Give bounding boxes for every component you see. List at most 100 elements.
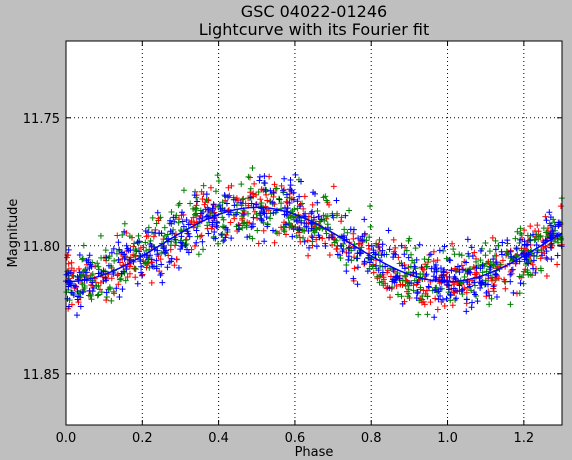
data-point xyxy=(463,289,470,296)
data-point xyxy=(449,240,456,247)
data-point xyxy=(222,193,229,200)
data-point xyxy=(491,252,498,259)
data-point xyxy=(542,213,549,220)
data-point xyxy=(126,263,133,270)
data-point xyxy=(300,234,307,241)
data-point xyxy=(202,206,209,213)
data-point xyxy=(103,297,110,304)
data-point xyxy=(154,209,161,216)
data-point xyxy=(393,282,400,289)
data-point xyxy=(516,273,523,280)
data-point xyxy=(350,275,357,282)
data-point xyxy=(534,249,541,256)
data-point xyxy=(375,267,382,274)
data-point xyxy=(313,236,320,243)
data-point xyxy=(537,255,544,262)
data-point xyxy=(126,233,133,240)
data-point xyxy=(228,235,235,242)
data-point xyxy=(77,303,84,310)
data-point xyxy=(207,184,214,191)
data-point xyxy=(533,242,540,249)
data-point xyxy=(159,279,166,286)
data-point xyxy=(300,205,307,212)
data-point xyxy=(309,234,316,241)
data-point xyxy=(306,244,313,251)
data-point xyxy=(108,275,115,282)
data-point xyxy=(135,232,142,239)
data-point xyxy=(236,222,243,229)
data-point xyxy=(247,185,254,192)
x-tick-label: 0.6 xyxy=(285,431,306,446)
data-point xyxy=(394,291,401,298)
data-point xyxy=(142,239,149,246)
data-point xyxy=(542,243,549,250)
data-point xyxy=(410,269,417,276)
data-point xyxy=(424,263,431,270)
data-point xyxy=(119,249,126,256)
data-point xyxy=(270,210,277,217)
data-point xyxy=(468,304,475,311)
data-point xyxy=(329,242,336,249)
data-point xyxy=(548,240,555,247)
data-point xyxy=(114,232,121,239)
data-point xyxy=(492,276,499,283)
data-point xyxy=(514,246,521,253)
data-point xyxy=(126,257,133,264)
data-point xyxy=(325,201,332,208)
data-point xyxy=(281,175,288,182)
data-point xyxy=(413,256,420,263)
data-point xyxy=(220,238,227,245)
data-point xyxy=(199,238,206,245)
data-point xyxy=(486,248,493,255)
data-point xyxy=(153,257,160,264)
data-point xyxy=(273,185,280,192)
data-point xyxy=(356,241,363,248)
data-point xyxy=(157,214,164,221)
data-point xyxy=(419,292,426,299)
data-point xyxy=(427,299,434,306)
data-point xyxy=(516,258,523,265)
data-point xyxy=(313,243,320,250)
data-point xyxy=(116,276,123,283)
data-point xyxy=(258,186,265,193)
data-point xyxy=(88,281,95,288)
data-point xyxy=(98,289,105,296)
x-tick-label: 0.2 xyxy=(132,431,153,446)
data-point xyxy=(225,184,232,191)
data-point xyxy=(124,274,131,281)
data-point xyxy=(458,252,465,259)
data-point xyxy=(82,266,89,273)
data-point xyxy=(86,252,93,259)
chart-title: GSC 04022-01246 xyxy=(241,2,387,21)
data-point xyxy=(392,276,399,283)
x-tick-label: 0.8 xyxy=(361,431,382,446)
data-point xyxy=(240,211,247,218)
data-point xyxy=(115,281,122,288)
data-point xyxy=(136,248,143,255)
data-point xyxy=(319,235,326,242)
data-point xyxy=(114,272,121,279)
data-point xyxy=(186,233,193,240)
data-point xyxy=(82,272,89,279)
data-point xyxy=(517,236,524,243)
data-point xyxy=(140,244,147,251)
data-point xyxy=(314,199,321,206)
data-point xyxy=(502,285,509,292)
data-point xyxy=(431,268,438,275)
data-point xyxy=(373,262,380,269)
data-point xyxy=(132,266,139,273)
data-point xyxy=(459,286,466,293)
data-point xyxy=(398,259,405,266)
data-point xyxy=(68,282,75,289)
data-point xyxy=(493,259,500,266)
data-point xyxy=(310,214,317,221)
data-point xyxy=(334,251,341,258)
data-point xyxy=(240,195,247,202)
data-point xyxy=(471,279,478,286)
data-point xyxy=(118,275,125,282)
data-point xyxy=(100,268,107,275)
data-point xyxy=(479,262,486,269)
data-point xyxy=(301,193,308,200)
data-point xyxy=(377,272,384,279)
data-point xyxy=(253,211,260,218)
